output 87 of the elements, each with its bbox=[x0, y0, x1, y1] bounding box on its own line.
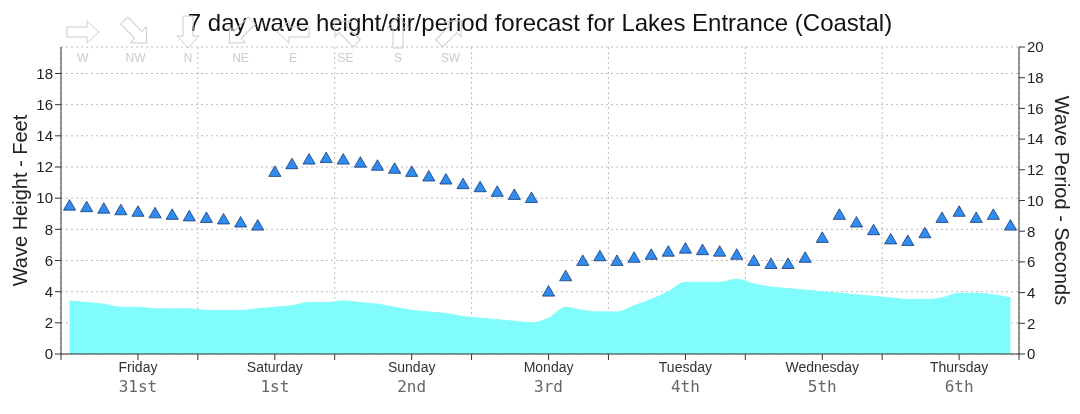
point bbox=[473, 180, 487, 193]
y-tick-label: 16 bbox=[36, 95, 53, 113]
point bbox=[490, 185, 504, 197]
point bbox=[713, 245, 727, 257]
point bbox=[148, 206, 162, 219]
x-tick-label: Friday 31st bbox=[118, 359, 158, 396]
y-tick-label: 4 bbox=[44, 282, 53, 300]
x-tick-label: Tuesday 4th bbox=[658, 359, 712, 396]
point bbox=[456, 177, 470, 190]
point bbox=[952, 205, 966, 217]
point bbox=[764, 257, 778, 269]
point bbox=[661, 245, 675, 257]
point bbox=[678, 242, 692, 254]
y-tick-label: 2 bbox=[44, 314, 53, 332]
point bbox=[182, 209, 196, 222]
y2-tick-label: 4 bbox=[1027, 283, 1036, 301]
point bbox=[747, 254, 761, 266]
point bbox=[884, 232, 898, 245]
x-tick-label: Monday 3rd bbox=[523, 359, 574, 396]
y2-tick-label: 16 bbox=[1027, 99, 1044, 117]
point bbox=[559, 269, 573, 282]
point bbox=[199, 211, 213, 223]
y2-tick-label: 8 bbox=[1027, 222, 1036, 240]
point bbox=[610, 254, 624, 266]
point bbox=[798, 251, 812, 263]
y2-tick-label: 12 bbox=[1027, 161, 1044, 179]
point bbox=[644, 248, 658, 260]
y-tick-label: 18 bbox=[36, 64, 53, 82]
point bbox=[918, 226, 932, 239]
point bbox=[165, 208, 179, 220]
point bbox=[935, 211, 949, 223]
point bbox=[593, 249, 607, 262]
point bbox=[439, 173, 453, 185]
point bbox=[850, 216, 863, 228]
point bbox=[388, 162, 402, 174]
y-tick-label: 14 bbox=[36, 127, 53, 145]
y2-tick-label: 6 bbox=[1027, 253, 1036, 271]
y2-tick-label: 20 bbox=[1027, 38, 1044, 56]
point bbox=[969, 211, 983, 223]
x-tick-label: Sunday 2nd bbox=[387, 359, 436, 396]
point bbox=[285, 157, 299, 170]
point bbox=[353, 156, 367, 168]
chart-title: 7 day wave height/dir/period forecast for Lakes Entrance (Coastal) bbox=[186, 8, 894, 38]
y-tick-label: 12 bbox=[36, 158, 53, 176]
point bbox=[815, 231, 829, 243]
point bbox=[901, 234, 915, 246]
point bbox=[524, 191, 538, 203]
y-axis-title: Wave Height - Feet bbox=[9, 114, 32, 287]
y-tick-label: 6 bbox=[44, 251, 53, 269]
point bbox=[63, 199, 77, 211]
y2-tick-label: 0 bbox=[1027, 345, 1036, 363]
point bbox=[131, 205, 145, 217]
point bbox=[1003, 219, 1017, 231]
y-tick-label: 8 bbox=[44, 220, 53, 238]
x-tick-label: Saturday 1st bbox=[246, 359, 303, 396]
point bbox=[114, 203, 128, 216]
point bbox=[627, 251, 641, 263]
y2-tick-label: 18 bbox=[1027, 69, 1044, 87]
point bbox=[80, 200, 94, 213]
point bbox=[251, 219, 265, 231]
point bbox=[542, 285, 556, 297]
point bbox=[832, 208, 846, 220]
point bbox=[97, 202, 111, 214]
point bbox=[507, 188, 521, 200]
point bbox=[319, 151, 333, 163]
point bbox=[730, 248, 744, 260]
y2-tick-label: 2 bbox=[1027, 314, 1036, 332]
point bbox=[986, 208, 1000, 220]
y2-tick-label: 14 bbox=[1027, 130, 1044, 148]
point bbox=[371, 159, 384, 171]
point bbox=[302, 153, 316, 165]
y2-tick-label: 10 bbox=[1027, 191, 1044, 209]
point bbox=[867, 223, 881, 236]
point bbox=[422, 170, 436, 182]
y-tick-label: 0 bbox=[44, 345, 53, 363]
point bbox=[405, 165, 419, 177]
point bbox=[268, 165, 282, 177]
y2-axis-title: Wave Period - Seconds bbox=[1050, 95, 1073, 306]
point bbox=[234, 216, 248, 228]
x-tick-label: Thursday 6th bbox=[929, 359, 989, 396]
point bbox=[336, 153, 350, 165]
x-tick-label: Wednesday 5th bbox=[785, 359, 860, 396]
y-tick-label: 10 bbox=[36, 189, 53, 207]
point bbox=[576, 254, 590, 266]
point bbox=[781, 257, 795, 269]
point bbox=[217, 213, 230, 225]
point bbox=[696, 243, 709, 256]
